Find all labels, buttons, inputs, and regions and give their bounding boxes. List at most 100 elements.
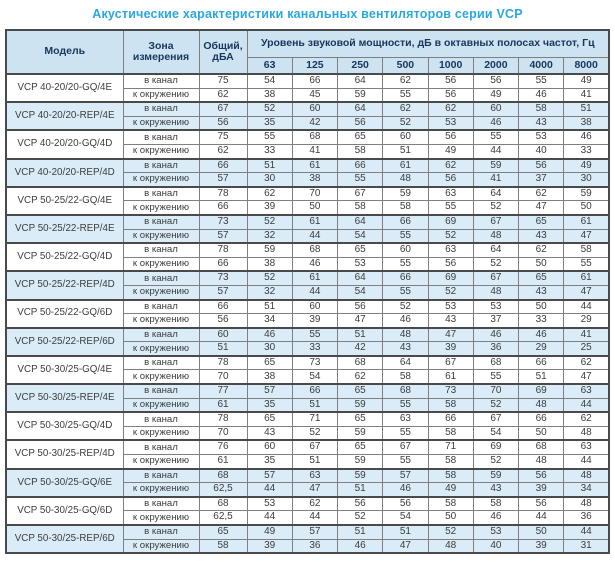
value-cell: 53 (517, 129, 565, 145)
zone-cell: к окружению (122, 341, 200, 357)
total-cell: 56 (198, 313, 248, 329)
value-cell: 39 (427, 341, 474, 357)
total-cell: 57 (198, 284, 248, 301)
value-cell: 44 (517, 510, 565, 526)
table-row: VCP 50-30/25-GQ/4D в канал 78 65 71 65 63 66 67 6… (5, 411, 610, 441)
value-cell: 56 (382, 495, 429, 512)
value-cell: 46 (517, 87, 565, 103)
value-cell: 61 (563, 213, 610, 230)
value-cell: 67 (291, 439, 339, 456)
value-cell: 48 (563, 425, 610, 441)
value-cell: 69 (427, 213, 474, 230)
value-cell: 49 (563, 72, 610, 89)
value-cell: 58 (336, 200, 384, 216)
value-cell: 43 (382, 341, 429, 357)
value-cell: 44 (291, 284, 339, 301)
value-cell: 50 (517, 425, 565, 441)
value-cell: 62 (336, 369, 384, 385)
table-row: к окружению 61 35 51 59 55 58 52 48 44 (6, 454, 610, 470)
value-cell: 55 (517, 72, 565, 89)
value-cell: 57 (291, 523, 339, 540)
value-cell: 65 (517, 213, 565, 230)
value-cell: 58 (563, 242, 610, 258)
value-cell: 66 (291, 72, 339, 89)
value-cell: 38 (246, 87, 293, 103)
value-cell: 49 (563, 157, 610, 174)
value-cell: 62 (563, 411, 610, 427)
value-cell: 43 (517, 284, 565, 301)
value-cell: 51 (291, 454, 339, 470)
zone-cell: к окружению (122, 256, 200, 272)
value-cell: 65 (336, 383, 384, 399)
value-cell: 59 (336, 397, 384, 413)
value-cell: 52 (382, 298, 429, 315)
value-cell: 29 (563, 313, 610, 329)
zone-cell: к окружению (122, 115, 200, 131)
total-cell: 66 (198, 298, 248, 315)
value-cell: 47 (517, 200, 565, 216)
table-row: к окружению 66 39 50 58 58 55 52 47 50 (6, 200, 610, 216)
table-row: VCP 50-30/25-GQ/4E в канал 78 65 73 68 64 67 68 6… (5, 354, 610, 385)
value-cell: 60 (472, 101, 520, 117)
value-cell: 68 (336, 354, 384, 371)
total-cell: 67 (198, 101, 248, 117)
value-cell: 55 (427, 200, 474, 216)
value-cell: 58 (427, 425, 474, 441)
value-cell: 54 (472, 425, 520, 441)
value-cell: 57 (246, 467, 293, 484)
value-cell: 64 (336, 213, 384, 230)
total-cell: 61 (198, 454, 248, 470)
model-cell: VCP 50-30/25-REP/4E (5, 383, 124, 413)
value-cell: 63 (563, 439, 610, 456)
value-cell: 37 (472, 313, 520, 329)
zone-cell: к окружению (122, 538, 200, 554)
total-cell: 70 (198, 425, 248, 441)
value-cell: 55 (382, 228, 429, 244)
value-cell: 58 (472, 495, 520, 512)
value-cell: 46 (472, 326, 520, 343)
value-cell: 48 (563, 495, 610, 512)
value-cell: 52 (472, 256, 520, 272)
value-cell: 68 (382, 383, 429, 399)
value-cell: 53 (427, 298, 474, 315)
zone-cell: в канал (122, 101, 200, 117)
column-header-total-dba: Общий, дБА (198, 29, 248, 75)
value-cell: 67 (472, 213, 520, 230)
value-cell: 43 (472, 482, 520, 498)
value-cell: 56 (517, 495, 565, 512)
total-cell: 66 (198, 256, 248, 272)
value-cell: 65 (246, 411, 293, 427)
total-cell: 78 (198, 242, 248, 258)
column-header-freq-63: 63 (246, 57, 293, 75)
acoustic-characteristics-table: Модель Зона измерения Общий, дБА Уровень… (5, 29, 610, 555)
value-cell: 64 (336, 101, 384, 117)
value-cell: 59 (563, 185, 610, 202)
value-cell: 51 (291, 397, 339, 413)
zone-cell: в канал (122, 326, 200, 343)
table-body: VCP 40-20/20-GQ/4E в канал 75 54 66 64 62 56 56 5… (5, 72, 610, 554)
value-cell: 46 (517, 326, 565, 343)
zone-cell: к окружению (122, 87, 200, 103)
value-cell: 40 (517, 143, 565, 160)
value-cell: 48 (382, 326, 429, 343)
model-cell: VCP 50-25/22-GQ/4E (5, 185, 124, 216)
value-cell: 61 (563, 270, 610, 286)
table-row: VCP 50-25/22-GQ/6D в канал 66 51 60 56 52 53 53 5… (5, 298, 610, 329)
value-cell: 53 (472, 523, 520, 540)
total-cell: 62,5 (198, 482, 248, 498)
value-cell: 36 (472, 341, 520, 357)
table-row: к окружению 62,5 44 44 52 54 50 46 44 36 (6, 510, 610, 526)
value-cell: 53 (427, 115, 474, 131)
value-cell: 55 (382, 284, 429, 301)
value-cell: 59 (382, 185, 429, 202)
model-cell: VCP 50-25/22-REP/4E (5, 213, 124, 244)
value-cell: 59 (336, 467, 384, 484)
model-cell: VCP 40-20/20-REP/4E (5, 101, 124, 131)
value-cell: 56 (427, 72, 474, 89)
value-cell: 56 (427, 256, 474, 272)
zone-cell: к окружению (122, 284, 200, 301)
total-cell: 57 (198, 172, 248, 188)
value-cell: 69 (427, 270, 474, 286)
value-cell: 61 (291, 270, 339, 286)
value-cell: 33 (517, 313, 565, 329)
